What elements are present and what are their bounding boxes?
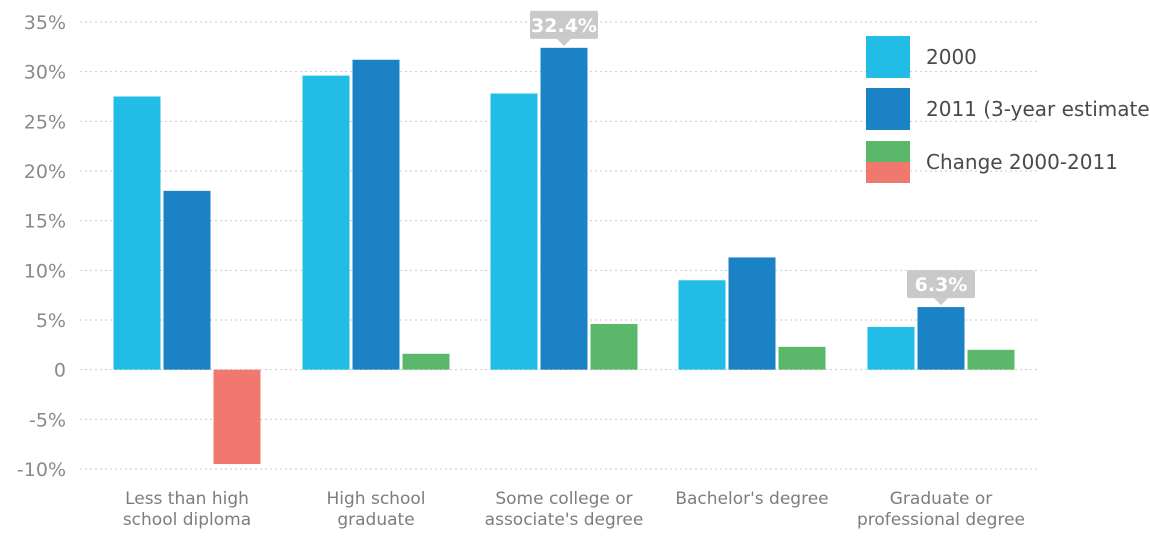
y-tick-label: 15% — [24, 211, 66, 233]
y-tick-label: 0 — [54, 360, 66, 382]
bar-series1-cat4 — [917, 307, 965, 370]
x-category-label-line: associate's degree — [485, 510, 644, 530]
y-tick-label: 20% — [24, 161, 66, 183]
x-category-label-line: High school — [327, 489, 426, 509]
x-axis-category-labels: Less than high school diploma High school g… — [123, 489, 1025, 530]
bar-series2-cat1 — [402, 353, 450, 370]
callout-pointer — [934, 298, 948, 306]
bar-series0-cat3 — [678, 280, 726, 370]
x-category-label-line: Less than high — [125, 489, 249, 509]
legend-swatch — [866, 88, 910, 130]
y-tick-label: 5% — [36, 310, 66, 332]
bar-series2-cat0 — [213, 369, 261, 465]
x-category-label-line: Some college or — [495, 489, 632, 509]
legend-label: 2011 (3-year estimates) — [926, 97, 1150, 121]
bar-series0-cat0 — [113, 96, 161, 370]
x-category-label-line: graduate — [337, 510, 414, 530]
callout-0: 32.4% — [530, 10, 598, 46]
legend-entry-2: Change 2000-2011 — [866, 141, 1118, 183]
x-category-label: Bachelor's degree — [675, 489, 828, 509]
legend-swatch-negative — [866, 162, 910, 183]
y-axis-tick-labels: 35% 30% 25% 20% 15% 10% 5% 0 -5% -10% — [17, 12, 66, 481]
bar-series1-cat1 — [352, 59, 400, 370]
y-tick-label: 10% — [24, 260, 66, 282]
y-tick-label: -5% — [29, 409, 66, 431]
bar-series0-cat4 — [867, 326, 915, 370]
legend-swatch — [866, 36, 910, 78]
x-category-label-line: professional degree — [857, 510, 1025, 530]
legend: 2000 2011 (3-year estimates) Change 2000-2… — [866, 36, 1150, 183]
callout-box — [530, 10, 598, 39]
x-category-label: Some college or associate's degree — [485, 489, 644, 530]
data-callouts: 32.4% 6.3% — [530, 10, 975, 306]
bar-series0-cat1 — [302, 75, 350, 370]
bar-series2-cat2 — [590, 323, 638, 370]
legend-label: 2000 — [926, 45, 977, 69]
callout-1: 6.3% — [907, 270, 975, 306]
bar-series2-cat3 — [778, 346, 826, 370]
callout-box — [907, 270, 975, 299]
bars — [113, 47, 1015, 465]
x-category-label: Graduate or professional degree — [857, 489, 1025, 530]
x-category-label: High school graduate — [327, 489, 426, 530]
bar-series2-cat4 — [967, 349, 1015, 370]
y-tick-label: -10% — [17, 459, 66, 481]
bar-series1-cat2 — [540, 47, 588, 370]
legend-swatch-positive — [866, 141, 910, 162]
legend-entry-0: 2000 — [866, 36, 977, 78]
x-category-label-line: school diploma — [123, 510, 251, 530]
callout-label: 32.4% — [531, 15, 597, 37]
callout-pointer — [557, 38, 571, 46]
x-category-label-line: Bachelor's degree — [675, 489, 828, 509]
x-category-label: Less than high school diploma — [123, 489, 251, 530]
y-tick-label: 30% — [24, 62, 66, 84]
x-category-label-line: Graduate or — [890, 489, 992, 509]
y-tick-label: 25% — [24, 111, 66, 133]
bar-series1-cat0 — [163, 190, 211, 370]
y-tick-label: 35% — [24, 12, 66, 34]
bar-series1-cat3 — [728, 257, 776, 370]
legend-entry-1: 2011 (3-year estimates) — [866, 88, 1150, 130]
callout-label: 6.3% — [915, 274, 968, 296]
legend-label: Change 2000-2011 — [926, 150, 1118, 174]
bar-series0-cat2 — [490, 93, 538, 370]
